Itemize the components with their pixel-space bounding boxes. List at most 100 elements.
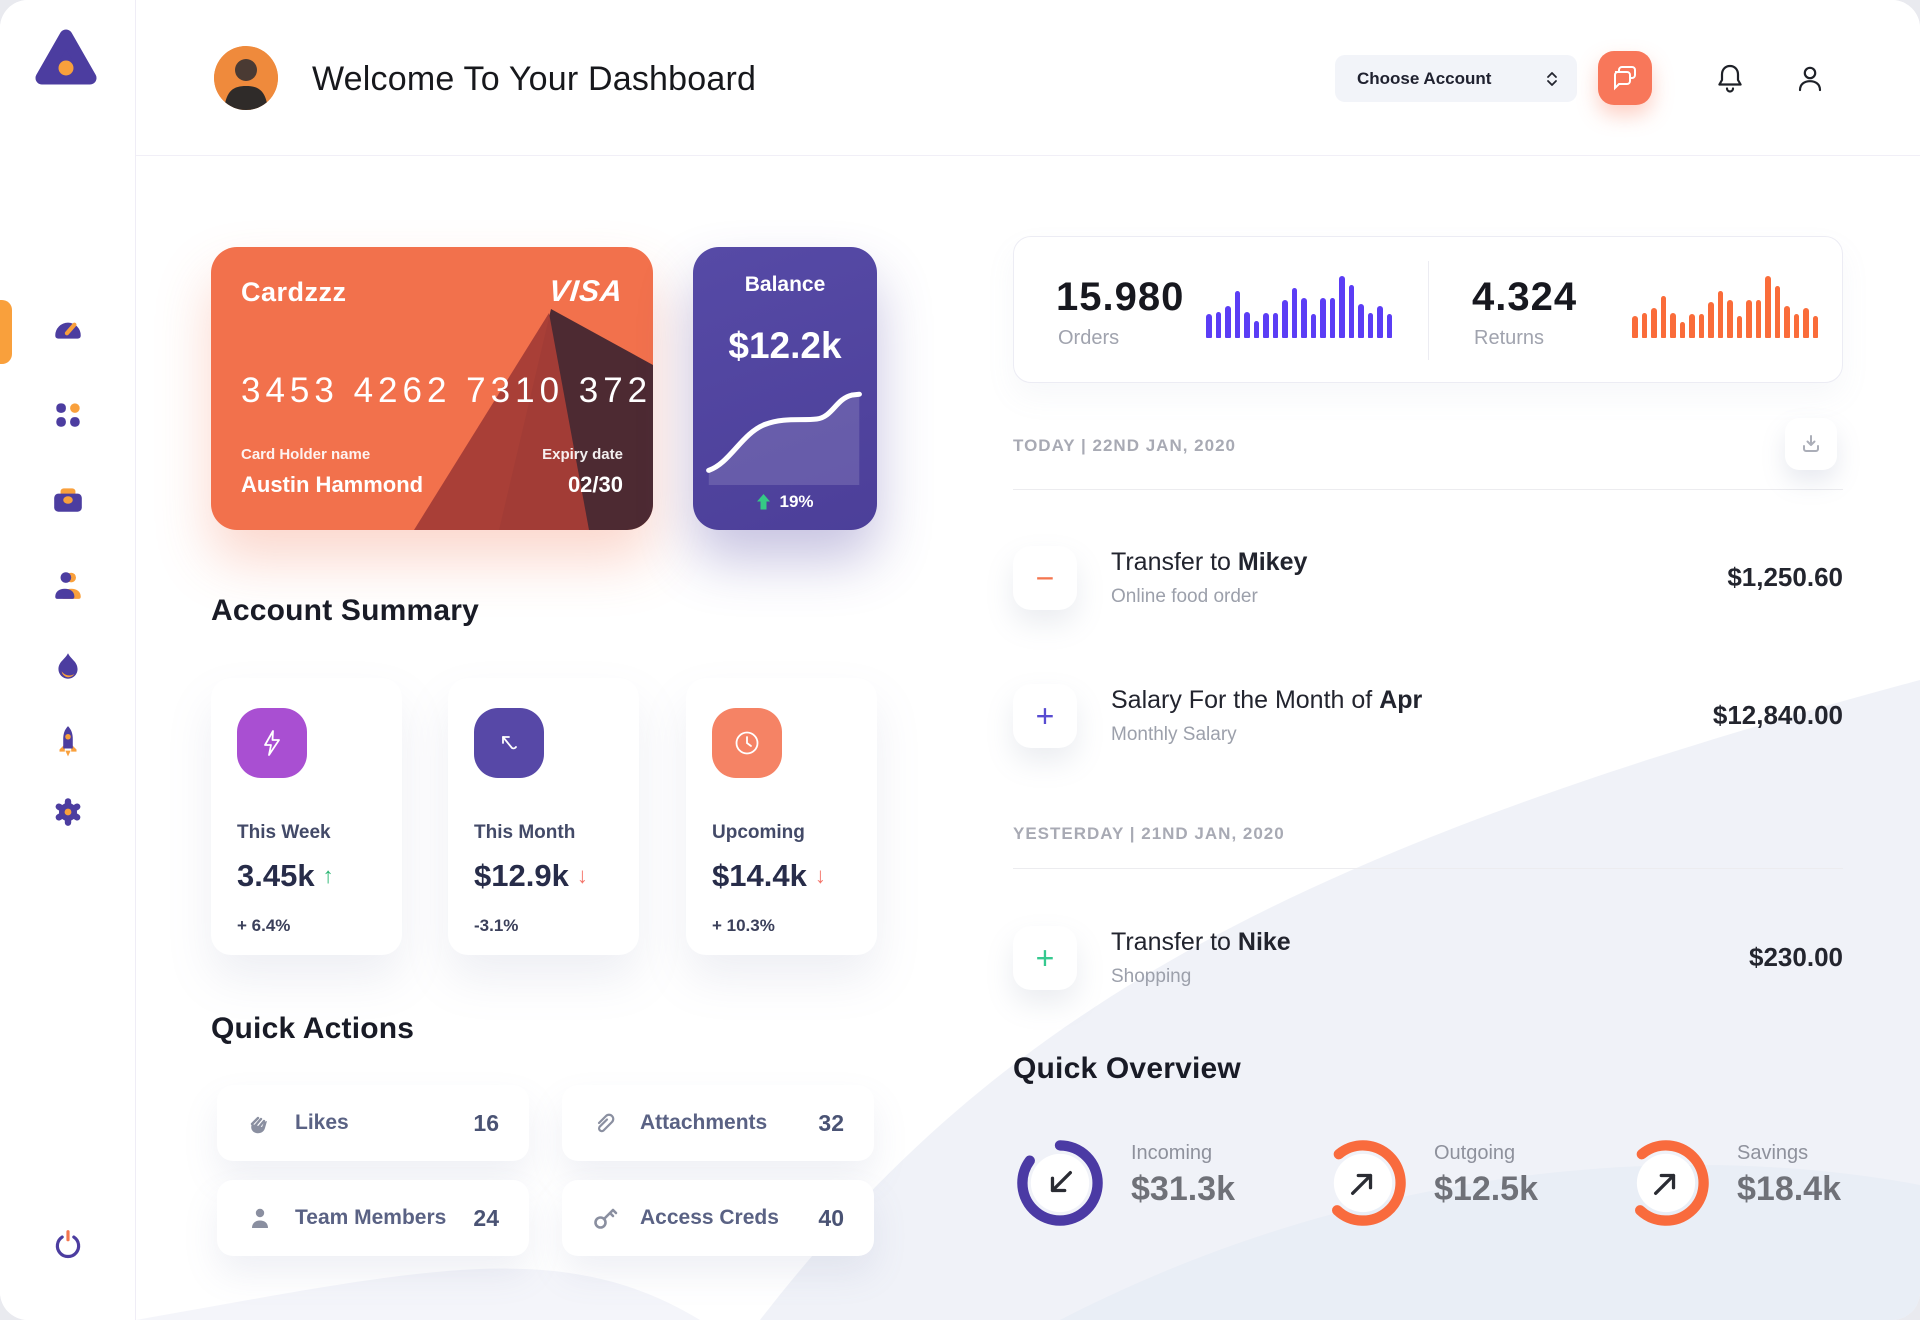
app-logo[interactable]: [30, 24, 102, 96]
quick-actions-title: Quick Actions: [211, 1012, 415, 1045]
overview-outgoing: Outgoing $12.5k: [1316, 1136, 1606, 1232]
transactions-date-today: TODAY | 22ND JAN, 2020: [1013, 436, 1236, 455]
returns-bar-chart: [1632, 276, 1822, 338]
key-icon: [594, 1208, 618, 1229]
avatar-photo: [214, 46, 278, 110]
clock-icon: [712, 708, 782, 778]
sidebar-item-apps[interactable]: [51, 398, 85, 432]
clap-icon: [250, 1116, 267, 1134]
person-icon: [252, 1208, 268, 1228]
tx-subtitle: Monthly Salary: [1111, 724, 1237, 745]
balance-trend-value: 19%: [779, 492, 814, 511]
card-name: Cardzzz: [241, 277, 347, 307]
tx-title-prefix: Transfer to: [1111, 928, 1238, 956]
summary-label: This Week: [237, 822, 331, 843]
credit-card: Cardzzz VISA 3453 4262 7310 3728 Card Ho…: [211, 247, 653, 530]
overview-value: $12.5k: [1434, 1170, 1538, 1208]
flame-icon: [58, 653, 78, 679]
balance-card: Balance $12.2k 19%: [693, 247, 877, 530]
quick-action-count: 16: [473, 1109, 499, 1136]
quick-overview-title: Quick Overview: [1013, 1052, 1241, 1085]
transaction-row-mikey[interactable]: − Transfer to Mikey Online food order $1…: [1013, 546, 1843, 612]
sidebar-item-launch[interactable]: [51, 724, 85, 758]
page-title: Welcome To Your Dashboard: [312, 60, 757, 98]
card-holder-label: Card Holder name: [241, 446, 371, 463]
download-statement-button[interactable]: [1785, 418, 1837, 470]
summary-delta: + 10.3%: [712, 916, 775, 935]
quick-action-label: Attachments: [640, 1111, 768, 1134]
sidebar: [0, 0, 136, 1320]
choose-account-select[interactable]: Choose Account: [1335, 55, 1577, 102]
summary-card-this-month: This Month $12.9k ↓ -3.1%: [448, 678, 639, 955]
orders-value: 15.980: [1056, 275, 1185, 319]
notifications-button[interactable]: [1712, 61, 1748, 97]
sidebar-item-settings[interactable]: [51, 795, 85, 829]
tx-subtitle: Online food order: [1111, 586, 1258, 607]
chat-bubbles-icon: [1614, 66, 1636, 91]
bell-icon: [1718, 64, 1742, 93]
overview-savings: Savings $18.4k: [1619, 1136, 1909, 1232]
transaction-row-salary[interactable]: + Salary For the Month of Apr Monthly Sa…: [1013, 684, 1843, 750]
tx-title-prefix: Transfer to: [1111, 548, 1238, 576]
download-icon: [1803, 435, 1819, 452]
paperclip-icon: [597, 1113, 615, 1133]
minus-icon: −: [1013, 546, 1077, 610]
trend-arrow-icon: ↓: [814, 863, 826, 888]
tx-title-bold: Nike: [1237, 928, 1291, 956]
summary-card-this-week: This Week 3.45k ↑ + 6.4%: [211, 678, 402, 955]
card-number: 3453 4262 7310 3728: [241, 371, 653, 410]
user-avatar[interactable]: [214, 46, 278, 110]
summary-value: $14.4k: [712, 858, 807, 893]
balance-sparkline: [706, 391, 862, 485]
tx-amount: $12,840.00: [1712, 700, 1843, 730]
quick-action-likes[interactable]: Likes 16: [217, 1085, 529, 1161]
returns-value: 4.324: [1472, 275, 1578, 319]
orders-label: Orders: [1058, 327, 1120, 349]
gear-icon: [55, 798, 81, 826]
sidebar-item-dashboard[interactable]: [51, 312, 85, 346]
outgoing-donut: [1320, 1140, 1406, 1226]
quick-action-label: Likes: [295, 1111, 349, 1134]
orders-bar-chart: [1206, 276, 1396, 338]
quick-action-label: Team Members: [295, 1206, 447, 1229]
quick-action-team-members[interactable]: Team Members 24: [217, 1180, 529, 1256]
trend-arrow-icon: ↓: [576, 863, 588, 888]
overview-value: $18.4k: [1737, 1170, 1841, 1208]
overview-label: Incoming: [1131, 1142, 1213, 1164]
quick-action-count: 32: [818, 1109, 844, 1136]
quick-action-attachments[interactable]: Attachments 32: [562, 1085, 874, 1161]
apps-grid-icon: [56, 403, 80, 427]
tx-title-prefix: Salary For the Month of: [1111, 686, 1380, 714]
arrow-up-left-icon: [474, 708, 544, 778]
quick-action-access-creds[interactable]: Access Creds 40: [562, 1180, 874, 1256]
profile-button[interactable]: [1792, 61, 1828, 97]
plus-icon: +: [1013, 926, 1077, 990]
tx-amount: $1,250.60: [1727, 562, 1843, 592]
briefcase-icon: [54, 488, 82, 512]
balance-trend: 19%: [693, 492, 877, 512]
balance-title: Balance: [744, 273, 826, 296]
sidebar-item-portfolio[interactable]: [51, 483, 85, 517]
sidebar-item-trending[interactable]: [51, 650, 85, 684]
overview-value: $31.3k: [1131, 1170, 1235, 1208]
transaction-row-nike[interactable]: + Transfer to Nike Shopping $230.00: [1013, 926, 1843, 992]
balance-amount: $12.2k: [728, 325, 842, 366]
tx-amount: $230.00: [1749, 942, 1843, 972]
sidebar-item-team[interactable]: [51, 568, 85, 602]
card-decoration: [414, 309, 653, 530]
transactions-date-yesterday: YESTERDAY | 21ND JAN, 2020: [1013, 824, 1285, 843]
divider: [1013, 489, 1843, 490]
orders-returns-card: 15.980 Orders 4.324 Returns: [1013, 236, 1843, 383]
visa-logo: VISA: [547, 275, 625, 308]
active-nav-indicator: [0, 300, 12, 364]
lightning-icon: [237, 708, 307, 778]
overview-incoming: Incoming $31.3k: [1013, 1136, 1303, 1232]
tx-subtitle: Shopping: [1111, 966, 1192, 987]
card-expiry-label: Expiry date: [542, 446, 623, 463]
chat-button[interactable]: [1598, 51, 1652, 105]
trend-arrow-icon: ↑: [322, 863, 334, 888]
overview-label: Savings: [1737, 1142, 1809, 1164]
summary-label: Upcoming: [712, 822, 805, 843]
quick-action-count: 24: [473, 1204, 499, 1231]
logout-button[interactable]: [51, 1228, 85, 1262]
